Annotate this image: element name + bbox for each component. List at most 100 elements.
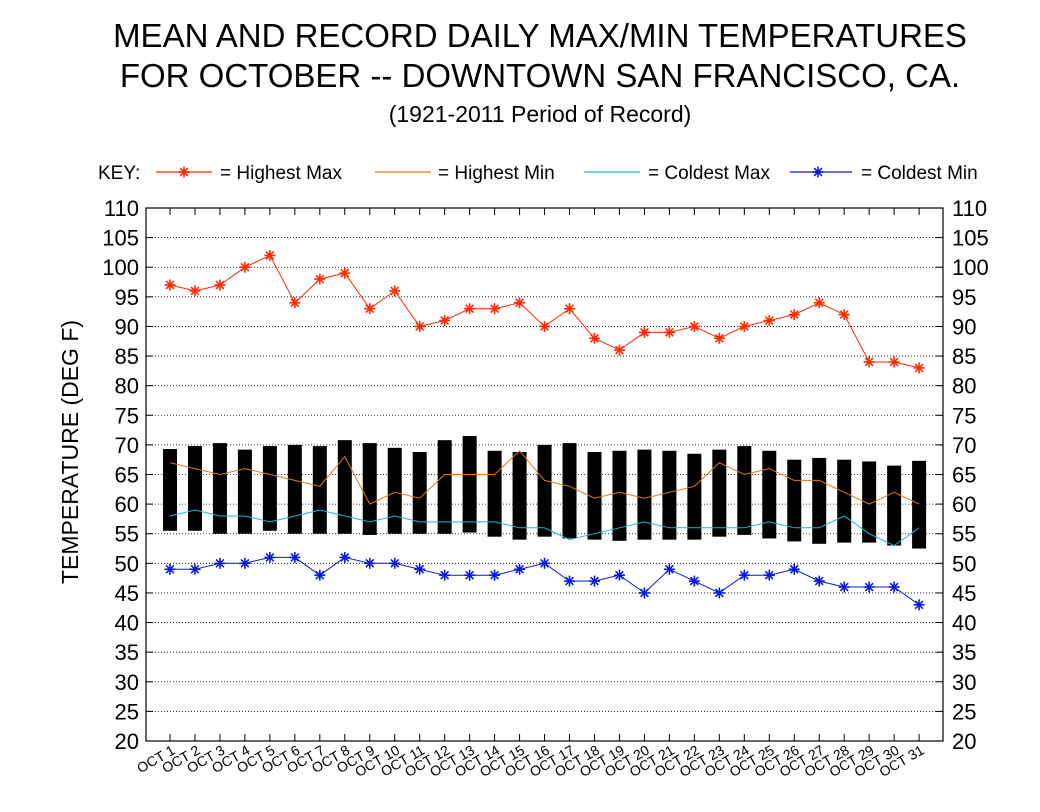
y-tick-label-left: 40 bbox=[115, 611, 139, 636]
y-tick-label-left: 50 bbox=[115, 551, 139, 576]
data-point-coldest-min bbox=[464, 569, 476, 581]
y-tick-label-left: 110 bbox=[104, 196, 139, 221]
y-tick-label-right: 90 bbox=[952, 314, 976, 339]
data-point-coldest-min bbox=[788, 563, 800, 575]
y-tick-label-left: 105 bbox=[102, 226, 139, 251]
mean-range-bar bbox=[387, 447, 402, 534]
data-point-coldest-min bbox=[439, 569, 451, 581]
y-tick-label-left: 80 bbox=[115, 374, 139, 399]
data-point-highest-max bbox=[439, 315, 451, 327]
data-point-coldest-min bbox=[364, 557, 376, 569]
legend-coldest-min-label: = Coldest Min bbox=[861, 163, 978, 184]
series-line-highest-max bbox=[169, 254, 920, 369]
y-tick-label-right: 50 bbox=[952, 551, 976, 576]
grid-lines bbox=[146, 237, 943, 712]
legend-coldest-min-star bbox=[812, 166, 824, 178]
data-point-coldest-min bbox=[264, 551, 276, 563]
y-tick-label-right: 65 bbox=[952, 463, 976, 488]
y-tick-label-left: 85 bbox=[115, 344, 139, 369]
y-tick-label-right: 75 bbox=[952, 403, 976, 428]
data-point-highest-max bbox=[414, 320, 426, 332]
data-point-coldest-min bbox=[588, 575, 600, 587]
mean-range-bar bbox=[887, 465, 902, 546]
data-point-highest-max bbox=[264, 249, 276, 261]
series-line-coldest-max bbox=[169, 509, 920, 547]
data-point-coldest-min bbox=[613, 569, 625, 581]
mean-range-bar bbox=[612, 450, 627, 541]
data-point-highest-max bbox=[638, 326, 650, 338]
data-point-highest-max bbox=[688, 320, 700, 332]
y-tick-label-right: 45 bbox=[952, 581, 976, 606]
legend-highest-max-star bbox=[178, 166, 190, 178]
y-tick-label-right: 85 bbox=[952, 344, 976, 369]
data-point-highest-max bbox=[339, 267, 351, 279]
mean-range-bar bbox=[287, 444, 302, 534]
data-point-highest-max bbox=[713, 332, 725, 344]
data-point-highest-max bbox=[913, 362, 925, 374]
data-point-highest-max bbox=[164, 279, 176, 291]
y-tick-label-left: 70 bbox=[115, 433, 139, 458]
chart-subtitle: (1921-2011 Period of Record) bbox=[388, 101, 692, 127]
data-point-highest-max bbox=[663, 326, 675, 338]
data-point-highest-max bbox=[539, 320, 551, 332]
data-point-coldest-min bbox=[214, 557, 226, 569]
y-axis-left: 20 25 30 35 40 45 50 55 60 65 70 75 80 85 90 95 100 105 11… bbox=[102, 196, 153, 754]
data-point-highest-max bbox=[863, 356, 875, 368]
data-point-highest-max bbox=[289, 297, 301, 309]
data-point-coldest-min bbox=[339, 551, 351, 563]
legend-coldest-min-marker bbox=[812, 166, 824, 178]
chart-title-line-2: FOR OCTOBER -- DOWNTOWN SAN FRANCISCO, C… bbox=[119, 57, 961, 94]
y-tick-label-right: 40 bbox=[952, 611, 976, 636]
y-tick-label-left: 30 bbox=[115, 670, 139, 695]
data-point-coldest-min bbox=[414, 563, 426, 575]
y-tick-label-right: 20 bbox=[952, 729, 976, 754]
data-point-coldest-min bbox=[239, 557, 251, 569]
legend-coldest-max-label: = Coldest Max bbox=[648, 163, 770, 184]
mean-range-bar bbox=[637, 449, 652, 540]
series-markers bbox=[164, 249, 925, 611]
mean-range-bar bbox=[737, 446, 752, 535]
y-tick-label-left: 75 bbox=[115, 403, 139, 428]
data-point-coldest-min bbox=[189, 563, 201, 575]
mean-range-bar bbox=[412, 451, 427, 534]
data-point-coldest-min bbox=[913, 599, 925, 611]
y-tick-label-right: 25 bbox=[952, 699, 976, 724]
data-point-coldest-min bbox=[389, 557, 401, 569]
data-point-highest-max bbox=[763, 315, 775, 327]
y-tick-label-left: 100 bbox=[102, 255, 139, 280]
data-point-highest-max bbox=[514, 297, 526, 309]
data-point-highest-max bbox=[464, 303, 476, 315]
y-tick-label-left: 45 bbox=[115, 581, 139, 606]
mean-range-bar bbox=[712, 449, 727, 537]
data-point-coldest-min bbox=[638, 587, 650, 599]
mean-range-bar bbox=[687, 453, 702, 540]
legend-highest-min-label: = Highest Min bbox=[438, 163, 555, 184]
y-axis-label: TEMPERATURE (DEG F) bbox=[57, 320, 83, 584]
mean-range-bar bbox=[537, 444, 552, 537]
mean-range-bar bbox=[462, 436, 477, 533]
data-point-highest-max bbox=[389, 285, 401, 297]
y-tick-label-right: 35 bbox=[952, 640, 976, 665]
data-point-highest-max bbox=[489, 303, 501, 315]
data-point-coldest-min bbox=[813, 575, 825, 587]
y-tick-label-left: 95 bbox=[115, 285, 139, 310]
series-lines bbox=[169, 254, 920, 606]
y-tick-label-left: 60 bbox=[115, 492, 139, 517]
data-point-highest-max bbox=[588, 332, 600, 344]
data-point-coldest-min bbox=[738, 569, 750, 581]
data-point-highest-max bbox=[564, 303, 576, 315]
mean-range-bar bbox=[312, 446, 327, 534]
data-point-coldest-min bbox=[164, 563, 176, 575]
data-point-highest-max bbox=[214, 279, 226, 291]
data-point-highest-max bbox=[364, 303, 376, 315]
mean-range-bar bbox=[787, 459, 802, 542]
y-tick-label-left: 25 bbox=[115, 699, 139, 724]
mean-range-bar bbox=[487, 450, 502, 537]
y-axis-right: 20 25 30 35 40 45 50 55 60 65 70 75 80 85 90 95 100 105 11… bbox=[936, 196, 989, 754]
data-point-highest-max bbox=[738, 320, 750, 332]
y-tick-label-left: 55 bbox=[115, 522, 139, 547]
mean-range-bar bbox=[212, 443, 227, 534]
mean-range-bar bbox=[362, 443, 377, 535]
data-point-coldest-min bbox=[289, 551, 301, 563]
